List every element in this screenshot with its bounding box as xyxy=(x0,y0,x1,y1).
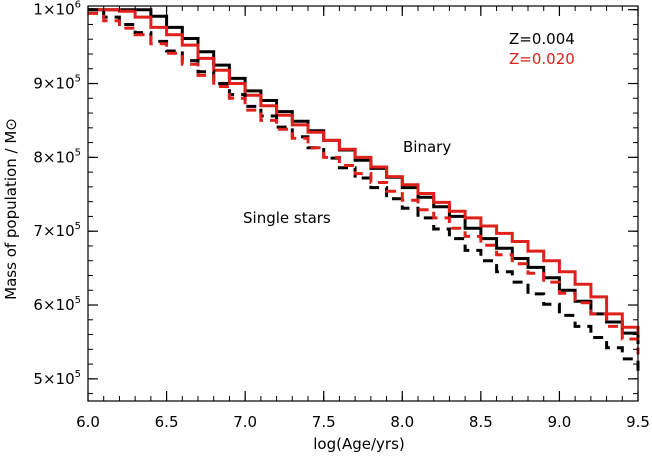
x-tick-label: 9.5 xyxy=(626,413,650,431)
y-tick-label: 9×105 xyxy=(33,74,81,93)
y-tick-label: 1×106 xyxy=(33,0,81,19)
y-tick-label: 7×105 xyxy=(33,221,81,240)
series-layer xyxy=(88,8,640,377)
y-tick-label: 8×105 xyxy=(33,147,81,166)
plot-frame xyxy=(87,5,639,402)
x-tick-label: 7.5 xyxy=(312,413,336,431)
y-tick-label: 5×105 xyxy=(33,369,81,388)
y-axis-title: Mass of population / M⊙ xyxy=(2,118,20,300)
x-tick-label: 6.5 xyxy=(155,413,179,431)
axes-layer xyxy=(87,5,639,402)
x-tick-label: 8.5 xyxy=(469,413,493,431)
label-layer: 6.0 6.5 7.0 7.5 8.0 8.5 9.0 9.5 5×105 6×105 7×105 8… xyxy=(33,0,650,431)
x-tick-label: 8.0 xyxy=(390,413,414,431)
x-tick-label: 9.0 xyxy=(547,413,571,431)
y-tick-label: 6×105 xyxy=(33,295,81,314)
annotation-single-stars: Single stars xyxy=(243,209,331,227)
x-axis-title: log(Age/yrs) xyxy=(313,435,405,453)
annotation-binary: Binary xyxy=(403,138,451,156)
x-tick-label: 7.0 xyxy=(233,413,257,431)
legend-entry-z0020: Z=0.020 xyxy=(509,50,575,68)
series-line-2 xyxy=(88,8,640,335)
legend-entry-z0004: Z=0.004 xyxy=(509,30,575,48)
series-line-4 xyxy=(88,11,640,355)
x-tick-label: 6.0 xyxy=(76,413,100,431)
